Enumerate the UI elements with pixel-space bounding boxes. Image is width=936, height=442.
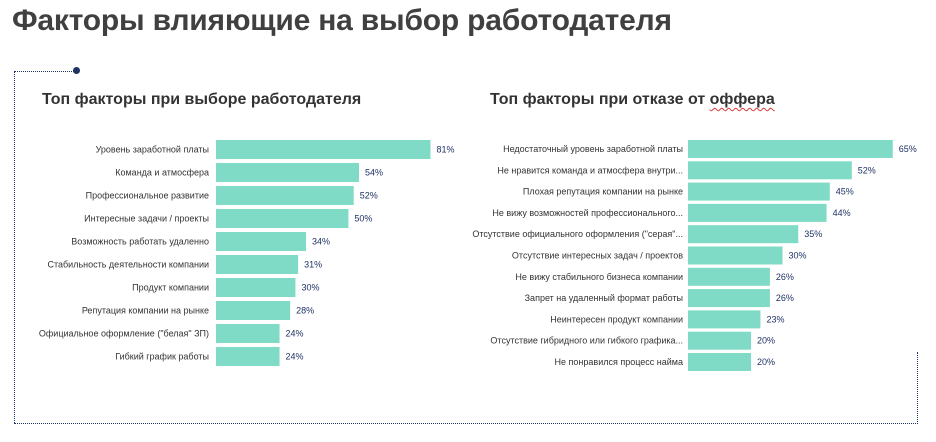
page-title: Факторы влияющие на выбор работодателя	[12, 4, 672, 37]
bar	[688, 246, 783, 265]
category-label: Отсутствие интересных задач / проектов	[512, 251, 683, 261]
frame-top-line	[14, 71, 76, 72]
value-label: 26%	[776, 293, 794, 303]
value-label: 31%	[304, 260, 322, 270]
value-label: 30%	[789, 251, 807, 261]
value-label: 54%	[365, 168, 383, 178]
category-label: Не понравился процесс найма	[555, 357, 683, 367]
category-label: Плохая репутация компании на рынке	[523, 187, 683, 197]
category-label: Репутация компании на рынке	[82, 306, 209, 316]
bar	[216, 232, 307, 251]
category-label: Возможность работать удаленно	[71, 237, 209, 247]
value-label: 45%	[836, 187, 854, 197]
chart-right-title-text: Топ факторы при отказе от	[490, 91, 710, 108]
value-label: 23%	[766, 314, 784, 324]
category-label: Не нравится команда и атмосфера внутри..…	[497, 165, 683, 175]
bar	[216, 163, 359, 182]
bar	[688, 331, 751, 350]
value-label: 50%	[354, 214, 372, 224]
bar	[216, 209, 349, 228]
value-label: 20%	[757, 357, 775, 367]
bar	[688, 182, 830, 201]
category-label: Отсутствие официального оформления ("сер…	[472, 229, 683, 239]
chart-right-title: Топ факторы при отказе от оффера	[490, 91, 775, 109]
value-label: 52%	[858, 165, 876, 175]
value-label: 35%	[804, 229, 822, 239]
category-label: Профессиональное развитие	[86, 191, 209, 201]
value-label: 30%	[301, 283, 319, 293]
chart-left: Уровень заработной платы 81% Команда и атм…	[39, 140, 455, 366]
bar	[688, 353, 751, 371]
category-label: Гибкий график работы	[115, 352, 209, 362]
bar	[216, 255, 299, 274]
frame-right-line	[917, 352, 918, 424]
category-label: Запрет на удаленный формат работы	[525, 293, 683, 303]
chart-left-title-text: Топ факторы при выборе работодателя	[42, 91, 362, 108]
bar	[216, 278, 296, 297]
category-label: Команда и атмосфера	[115, 168, 209, 178]
category-label: Официальное оформление ("белая" ЗП)	[39, 329, 209, 339]
bar	[688, 140, 893, 158]
category-label: Уровень заработной платы	[96, 145, 209, 155]
bar	[216, 301, 291, 320]
category-label: Не вижу стабильного бизнеса компании	[515, 272, 683, 282]
category-label: Не вижу возможностей профессионального..…	[492, 208, 683, 218]
bar	[688, 267, 770, 286]
value-label: 24%	[286, 352, 304, 362]
value-label: 20%	[757, 336, 775, 346]
chart-left-title: Топ факторы при выборе работодателя	[42, 91, 361, 109]
value-label: 44%	[833, 208, 851, 218]
category-label: Отсутствие гибридного или гибкого график…	[490, 336, 683, 346]
category-label: Продукт компании	[132, 283, 209, 293]
frame-dot-icon	[73, 67, 80, 74]
bar	[216, 347, 280, 366]
bar	[216, 140, 431, 159]
category-label: Недостаточный уровень заработной платы	[503, 144, 683, 154]
bar	[688, 310, 761, 329]
bar	[688, 203, 827, 222]
value-label: 26%	[776, 272, 794, 282]
bar	[688, 289, 770, 308]
value-label: 34%	[312, 237, 330, 247]
value-label: 28%	[296, 306, 314, 316]
value-label: 65%	[899, 144, 917, 154]
frame-bottom-line	[14, 423, 918, 424]
bar	[688, 161, 852, 180]
bar	[216, 186, 354, 205]
frame-left-line	[14, 71, 15, 423]
value-label: 81%	[436, 145, 454, 155]
chart-right-title-marked: оффера	[709, 91, 775, 108]
category-label: Стабильность деятельности компании	[48, 260, 210, 270]
category-label: Интересные задачи / проекты	[84, 214, 209, 224]
category-label: Неинтересен продукт компании	[550, 314, 683, 324]
value-label: 24%	[286, 329, 304, 339]
bar	[216, 324, 280, 343]
value-label: 52%	[360, 191, 378, 201]
bar	[688, 225, 799, 244]
